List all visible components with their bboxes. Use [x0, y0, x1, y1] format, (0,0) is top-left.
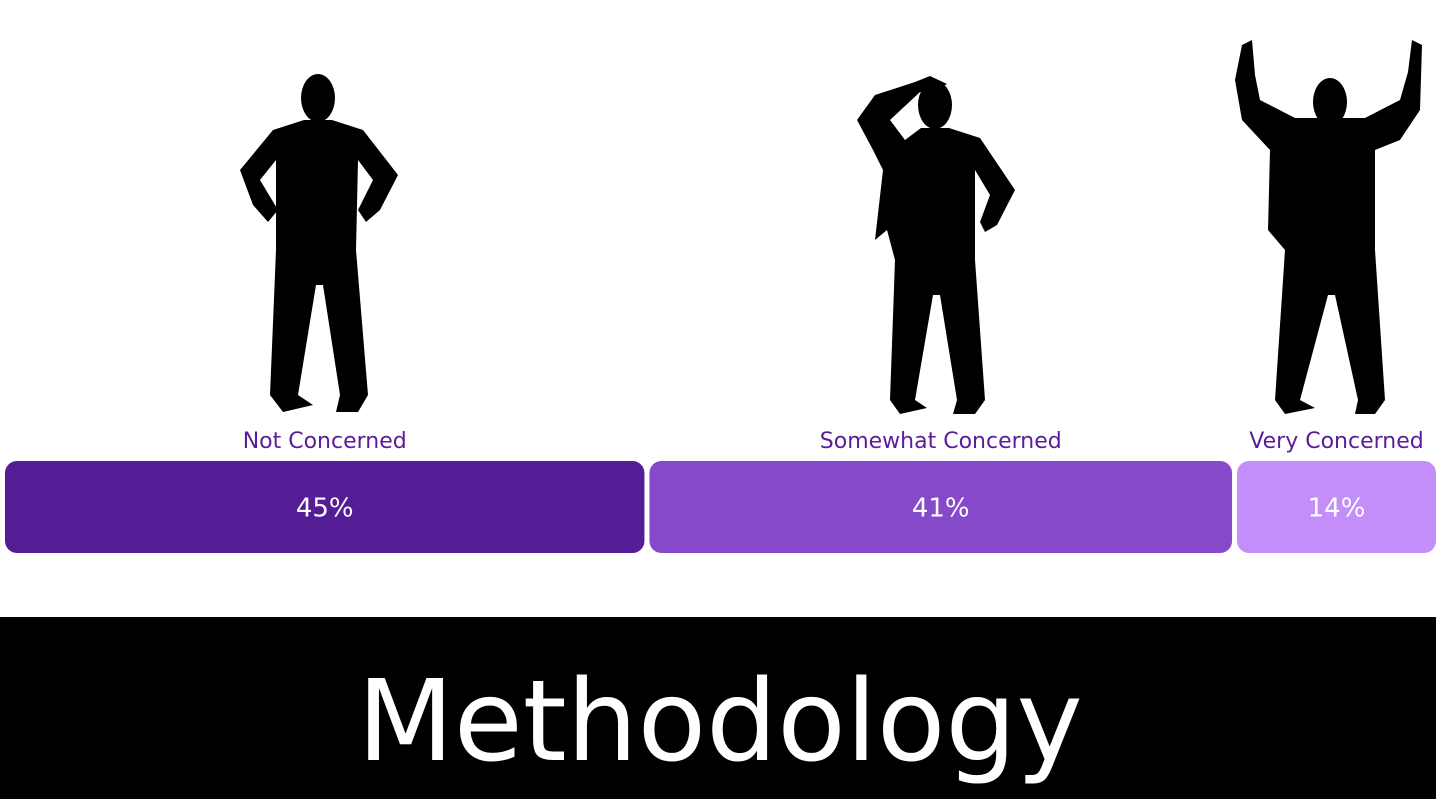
figure-scratching-head: [857, 76, 1015, 414]
figure-hands-on-hips: [240, 74, 398, 412]
section-title: Methodology: [357, 657, 1083, 787]
value-label: 14%: [1308, 494, 1366, 524]
value-label: 45%: [296, 494, 354, 524]
category-label: Very Concerned: [1249, 429, 1423, 454]
page: 45% Not Concerned 41% Somewhat Concerned 14%…: [0, 0, 1436, 799]
category-label: Not Concerned: [243, 429, 407, 454]
chart: 45% Not Concerned 41% Somewhat Concerned 14%…: [5, 429, 1436, 553]
figure-arms-raised: [1235, 40, 1422, 414]
category-label: Somewhat Concerned: [820, 429, 1062, 454]
value-label: 41%: [912, 494, 970, 524]
